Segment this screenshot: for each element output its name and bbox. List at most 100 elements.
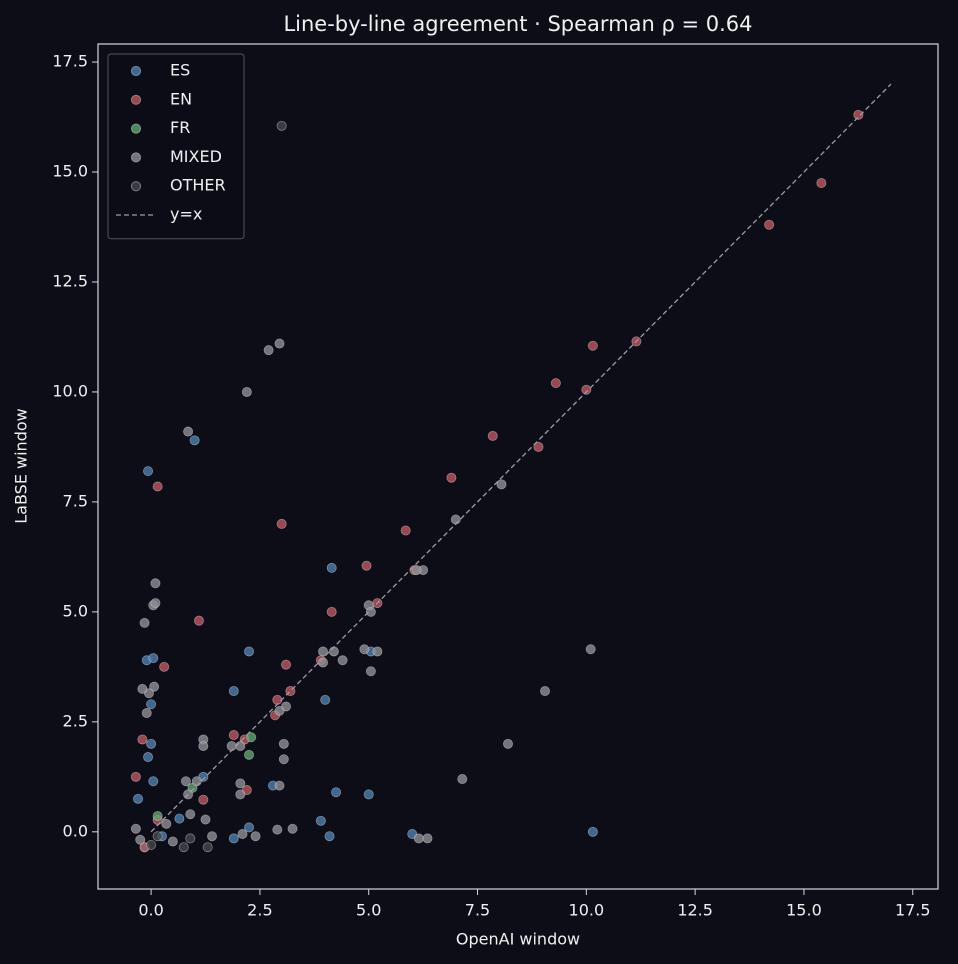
- x-tick-label: 17.5: [895, 901, 931, 920]
- point: [278, 754, 289, 765]
- point: [235, 778, 246, 789]
- point: [146, 699, 157, 710]
- x-tick-label: 5.0: [356, 901, 381, 920]
- point: [185, 833, 196, 844]
- point: [581, 384, 592, 395]
- point: [228, 686, 239, 697]
- point: [276, 120, 287, 131]
- point: [250, 831, 261, 842]
- y-tick-label: 2.5: [63, 711, 88, 730]
- point: [143, 752, 154, 763]
- point: [359, 644, 370, 655]
- chart-title: Line-by-line agreement · Spearman ρ = 0.…: [283, 12, 752, 36]
- point: [139, 617, 150, 628]
- point: [446, 472, 457, 483]
- point: [149, 681, 160, 692]
- point: [193, 615, 204, 626]
- point: [496, 479, 507, 490]
- point: [326, 606, 337, 617]
- legend-marker: [130, 65, 142, 77]
- point: [152, 831, 163, 842]
- plot-frame: [97, 43, 939, 890]
- point: [183, 426, 194, 437]
- point: [148, 776, 159, 787]
- point: [244, 749, 255, 760]
- legend-label: OTHER: [170, 176, 226, 195]
- point: [174, 813, 185, 824]
- x-tick-label: 0.0: [138, 901, 163, 920]
- point: [228, 833, 239, 844]
- x-tick-label: 2.5: [247, 901, 272, 920]
- point: [318, 657, 329, 668]
- point: [281, 659, 292, 670]
- x-tick-label: 10.0: [569, 901, 605, 920]
- point: [207, 831, 218, 842]
- point: [587, 340, 598, 351]
- point: [198, 741, 209, 752]
- reference-line: [150, 83, 892, 833]
- point: [328, 646, 339, 657]
- point: [146, 840, 157, 851]
- point: [450, 514, 461, 525]
- point: [150, 598, 161, 609]
- y-tick-label: 5.0: [63, 601, 88, 620]
- point: [244, 646, 255, 657]
- point: [130, 823, 141, 834]
- point: [274, 338, 285, 349]
- x-tick-label: 12.5: [677, 901, 713, 920]
- point: [278, 738, 289, 749]
- point: [244, 822, 255, 833]
- point: [235, 741, 246, 752]
- y-axis-label: LaBSE window: [12, 408, 31, 523]
- point: [263, 345, 274, 356]
- point: [226, 741, 237, 752]
- point: [272, 824, 283, 835]
- point: [457, 774, 468, 785]
- x-tick-label: 15.0: [786, 901, 822, 920]
- point: [137, 683, 148, 694]
- point: [235, 789, 246, 800]
- point: [137, 734, 148, 745]
- point: [241, 386, 252, 397]
- legend-marker: [130, 152, 142, 163]
- point: [587, 826, 598, 837]
- point: [320, 694, 331, 705]
- point: [287, 823, 298, 834]
- point: [533, 441, 544, 452]
- point: [363, 789, 374, 800]
- point: [143, 466, 154, 477]
- point: [400, 525, 411, 536]
- point: [130, 771, 141, 782]
- point: [539, 686, 550, 697]
- point: [178, 842, 189, 853]
- legend-label: FR: [170, 118, 190, 137]
- x-axis-label: OpenAI window: [456, 930, 580, 949]
- point: [161, 818, 172, 829]
- point: [202, 842, 213, 853]
- point: [152, 481, 163, 492]
- point: [274, 705, 285, 716]
- legend-label: y=x: [170, 205, 202, 224]
- point: [150, 578, 161, 589]
- legend-label: EN: [170, 89, 192, 108]
- y-tick-label: 0.0: [63, 821, 88, 840]
- point: [133, 793, 144, 804]
- point: [365, 666, 376, 677]
- point: [337, 655, 348, 666]
- point: [141, 708, 152, 719]
- y-tick-label: 15.0: [52, 162, 88, 181]
- point: [816, 178, 827, 189]
- point: [324, 831, 335, 842]
- point: [318, 646, 329, 657]
- point: [185, 809, 196, 820]
- point: [191, 776, 202, 787]
- point: [148, 653, 159, 664]
- point: [276, 518, 287, 529]
- point: [764, 219, 775, 230]
- point: [487, 430, 498, 441]
- point: [361, 560, 372, 571]
- point: [200, 814, 211, 825]
- point: [326, 562, 337, 573]
- legend-marker: [130, 181, 142, 192]
